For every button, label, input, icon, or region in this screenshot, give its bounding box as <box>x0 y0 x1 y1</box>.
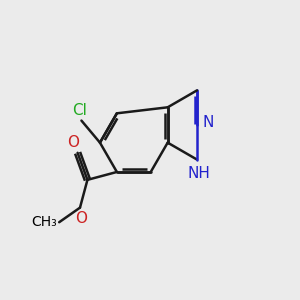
Text: Cl: Cl <box>73 103 87 118</box>
Text: N: N <box>202 115 214 130</box>
Text: O: O <box>76 211 88 226</box>
Text: O: O <box>67 135 79 150</box>
Text: NH: NH <box>188 166 211 181</box>
Text: CH₃: CH₃ <box>31 215 57 229</box>
